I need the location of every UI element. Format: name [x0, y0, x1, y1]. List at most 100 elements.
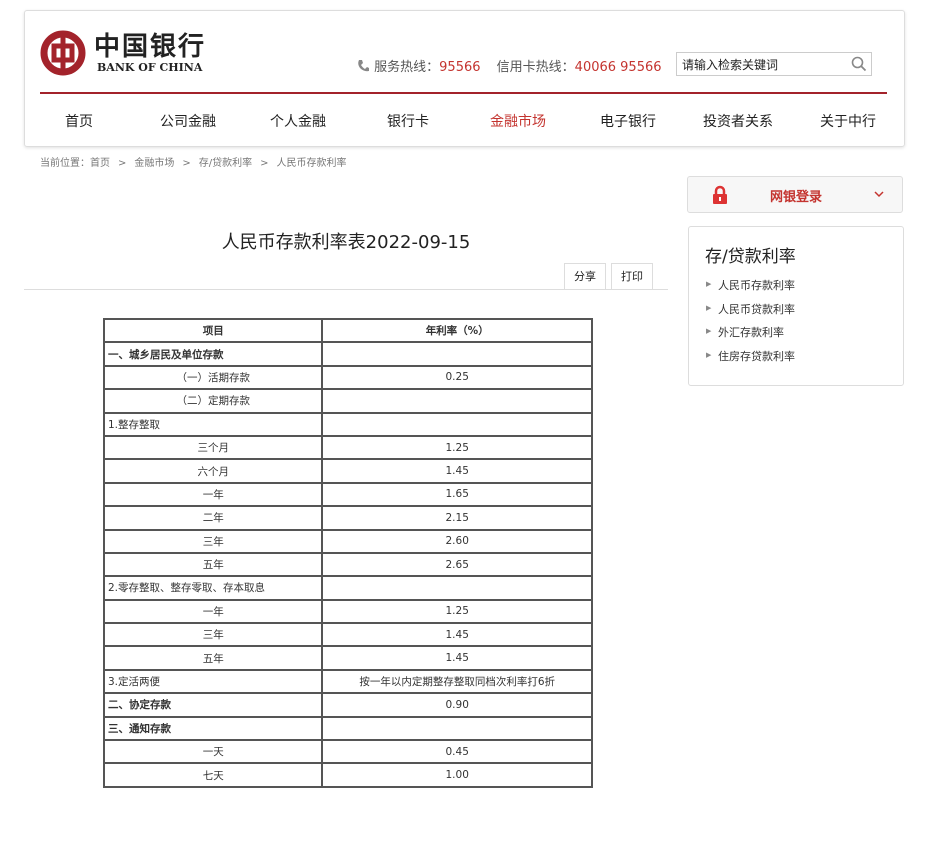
item-cell: 一年 — [102, 598, 324, 625]
separator: > — [182, 158, 191, 169]
item-cell: （一）活期存款 — [102, 364, 324, 391]
sidebar-link[interactable]: 人民币贷款利率 — [718, 302, 795, 316]
rate-cell — [321, 388, 593, 414]
table-header: 项目 年利率（%） — [102, 317, 593, 344]
sidebar-link[interactable]: 外汇存款利率 — [718, 326, 784, 339]
table-row: 一、城乡居民及单位存款 — [102, 341, 593, 367]
rate-cell: 1.45 — [321, 622, 593, 648]
table-row: （一）活期存款 0.25 — [102, 364, 593, 391]
item-cell: 三年 — [102, 622, 324, 648]
table-row: 七天 1.00 — [102, 762, 593, 788]
breadcrumb-link[interactable]: 人民币存款利率 — [276, 158, 347, 169]
rate-cell: 按一年以内定期整存整取同档次利率打6折 — [321, 668, 593, 695]
article-title: 人民币存款利率表2022-09-15 — [221, 232, 471, 253]
nav-item[interactable]: 公司金融 — [160, 114, 216, 130]
table-row: 五年 2.65 — [102, 551, 593, 578]
table-row: 二、协定存款 0.90 — [102, 692, 593, 718]
nav-item[interactable]: 银行卡 — [387, 114, 429, 130]
item-cell: 2.零存整取、整存零取、存本取息 — [102, 575, 324, 601]
item-cell: 3.定活两便 — [102, 668, 324, 695]
table-row: 五年 1.45 — [102, 645, 593, 671]
logo-subtext: BANK OF CHINA — [97, 61, 203, 74]
share-button[interactable]: 分享 — [564, 263, 606, 289]
divider — [24, 289, 668, 290]
lock-icon — [713, 185, 727, 204]
rate-cell: 1.25 — [321, 434, 593, 461]
rate-cell: 0.45 — [321, 739, 593, 765]
table-row: 二年 2.15 — [102, 505, 593, 531]
breadcrumb-link[interactable]: 存/贷款利率 — [198, 158, 253, 169]
hotline-label: 服务热线： — [374, 60, 440, 75]
chevron[interactable] — [873, 190, 885, 200]
bullet: ▶ — [706, 280, 712, 288]
rate-cell: 1.65 — [321, 481, 593, 508]
separator: > — [260, 158, 269, 169]
item-cell: 二年 — [102, 505, 324, 531]
nav-item[interactable]: 金融市场 — [490, 114, 546, 130]
table-row: 三、通知存款 — [102, 715, 593, 742]
item-cell: 七天 — [102, 762, 324, 788]
header — [24, 10, 905, 147]
rate-cell — [321, 411, 593, 437]
rate-cell: 1.00 — [321, 762, 593, 788]
rate-cell — [321, 575, 593, 601]
table-row: 2.零存整取、整存零取、存本取息 — [102, 575, 593, 601]
rate-cell — [321, 715, 593, 742]
table-row: 三年 2.60 — [102, 528, 593, 554]
rate-cell: 2.65 — [321, 551, 593, 578]
rate-cell: 2.15 — [321, 505, 593, 531]
nav-item[interactable]: 电子银行 — [600, 114, 656, 130]
item-cell: 六个月 — [102, 458, 324, 484]
item-cell: 三年 — [102, 528, 324, 554]
sidebar-title: 存/贷款利率 — [705, 247, 796, 267]
breadcrumb-label: 当前位置： — [40, 158, 90, 169]
rate-cell: 1.25 — [321, 598, 593, 625]
hotline-number: 40066 95566 — [574, 60, 662, 75]
table-row: 六个月 1.45 — [102, 458, 593, 484]
rate-cell: 1.45 — [321, 458, 593, 484]
table-row: 一年 1.65 — [102, 481, 593, 508]
phone-icon — [358, 60, 369, 72]
hotline-label: 信用卡热线： — [496, 60, 575, 75]
hotline-number: 95566 — [439, 60, 481, 75]
logo-text: 中国银行 — [94, 32, 207, 62]
bullet: ▶ — [706, 303, 712, 312]
search-icon[interactable] — [851, 56, 867, 72]
header-cell: 项目 — [102, 317, 324, 344]
table-row: （二）定期存款 — [102, 388, 593, 414]
nav-item[interactable]: 关于中行 — [820, 114, 876, 130]
item-cell: 一天 — [102, 739, 324, 765]
breadcrumb-link[interactable]: 金融市场 — [134, 158, 175, 169]
bullet: ▶ — [706, 350, 712, 359]
header-cell: 年利率（%） — [321, 317, 593, 344]
rate-cell: 0.90 — [321, 692, 593, 718]
hotlines: 服务热线：95566 信用卡热线：40066 95566 — [356, 56, 662, 75]
divider — [40, 92, 887, 94]
bullet: ▶ — [706, 327, 712, 335]
table-row: 一天 0.45 — [102, 739, 593, 765]
rate-cell: 1.45 — [321, 645, 593, 671]
sidebar-link[interactable]: 人民币存款利率 — [718, 279, 795, 292]
rate-cell — [321, 341, 593, 367]
item-cell: 五年 — [102, 645, 324, 671]
print-button[interactable]: 打印 — [611, 263, 653, 289]
nav-item[interactable]: 个人金融 — [270, 114, 326, 130]
sidebar-link[interactable]: 住房存贷款利率 — [718, 349, 795, 363]
nav-item[interactable]: 首页 — [65, 114, 93, 130]
breadcrumb: 当前位置：首页 > 金融市场 > 存/贷款利率 > 人民币存款利率 — [40, 154, 347, 169]
table-row: 三年 1.45 — [102, 622, 593, 648]
table-row: 1.整存整取 — [102, 411, 593, 437]
table-row: 三个月 1.25 — [102, 434, 593, 461]
rate-cell: 2.60 — [321, 528, 593, 554]
rate-cell: 0.25 — [321, 364, 593, 391]
item-cell: 三个月 — [102, 434, 324, 461]
rate-table: 项目 年利率（%） 一、城乡居民及单位存款 （一）活期存款 0.25 （二）定期存款 1… — [102, 317, 593, 788]
item-cell: 一、城乡居民及单位存款 — [102, 341, 324, 367]
search-box[interactable]: 请输入检索关键词 — [676, 52, 872, 76]
sidebar — [688, 226, 904, 386]
login-label[interactable]: 网银登录 — [770, 190, 823, 205]
item-cell: （二）定期存款 — [102, 388, 324, 414]
breadcrumb-link[interactable]: 首页 — [90, 158, 110, 169]
nav-item[interactable]: 投资者关系 — [703, 114, 773, 130]
